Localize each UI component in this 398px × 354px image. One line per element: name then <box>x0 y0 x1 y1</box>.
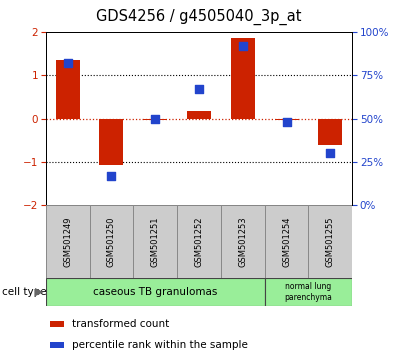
Bar <box>46 278 265 306</box>
Text: percentile rank within the sample: percentile rank within the sample <box>72 340 248 350</box>
Text: transformed count: transformed count <box>72 319 169 329</box>
Text: GSM501253: GSM501253 <box>238 216 247 267</box>
Text: ▶: ▶ <box>35 287 43 297</box>
Point <box>283 119 290 125</box>
Text: normal lung
parenchyma: normal lung parenchyma <box>285 282 332 302</box>
Text: GSM501251: GSM501251 <box>151 216 160 267</box>
Bar <box>100 119 123 165</box>
Text: GSM501250: GSM501250 <box>107 216 116 267</box>
Point <box>152 116 158 121</box>
Bar <box>46 205 90 278</box>
Bar <box>231 38 255 119</box>
Text: GSM501249: GSM501249 <box>63 216 72 267</box>
Point <box>196 86 202 92</box>
Bar <box>187 111 211 119</box>
Bar <box>90 205 133 278</box>
Bar <box>133 205 177 278</box>
Text: GSM501255: GSM501255 <box>326 216 335 267</box>
Text: cell type: cell type <box>2 287 47 297</box>
Text: GSM501252: GSM501252 <box>195 216 203 267</box>
Text: GSM501254: GSM501254 <box>282 216 291 267</box>
Bar <box>308 205 352 278</box>
Point <box>240 43 246 48</box>
Bar <box>56 60 80 119</box>
Bar <box>265 278 352 306</box>
Bar <box>143 119 167 120</box>
Bar <box>265 205 308 278</box>
Point <box>64 60 71 66</box>
Text: GDS4256 / g4505040_3p_at: GDS4256 / g4505040_3p_at <box>96 9 302 25</box>
Bar <box>275 119 298 120</box>
Bar <box>318 119 342 145</box>
Text: caseous TB granulomas: caseous TB granulomas <box>93 287 217 297</box>
Bar <box>221 205 265 278</box>
Bar <box>177 205 221 278</box>
Point <box>327 150 334 156</box>
Point <box>108 173 115 179</box>
